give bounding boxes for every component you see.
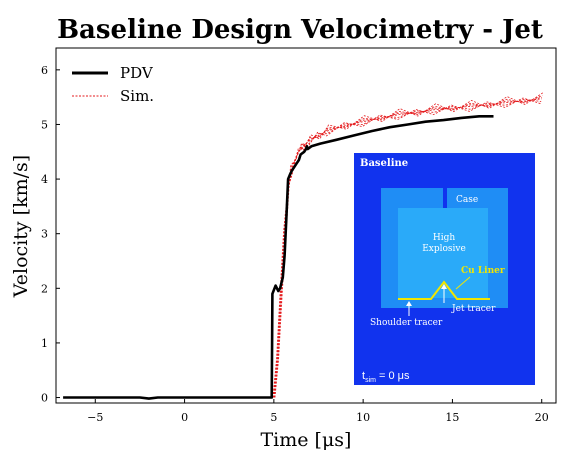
y-tick-label: 6 (41, 64, 48, 77)
inset-arrowhead-shoulder (406, 301, 412, 306)
inset-label-liner: Cu Liner (461, 266, 505, 276)
inset-baseline: Baseline Case High Explosive Cu Liner Je… (354, 153, 535, 385)
inset-label-shoulder: Shoulder tracer (370, 318, 443, 328)
y-tick-label: 0 (41, 392, 48, 405)
legend-label-sim: Sim. (120, 87, 154, 105)
series-sim-line (274, 95, 543, 398)
y-tick-label: 3 (41, 228, 48, 241)
inset-arrowhead-jet (441, 284, 447, 289)
inset-label-explosive: Explosive (422, 244, 466, 254)
y-tick-label: 2 (41, 282, 48, 295)
y-tick-label: 1 (41, 337, 48, 350)
y-tick-label: 5 (41, 118, 48, 131)
x-tick-label: −5 (87, 411, 103, 424)
x-tick-label: 20 (535, 411, 549, 424)
y-axis-label: Velocity [km/s] (10, 155, 32, 298)
inset-time-label: tsim = 0 μs (362, 370, 410, 384)
inset-cu-liner (398, 280, 490, 300)
series-layer (63, 92, 544, 400)
x-tick-label: 5 (270, 411, 277, 424)
x-axis-label: Time [μs] (261, 429, 352, 451)
x-tick-label: 0 (181, 411, 188, 424)
inset-arrow-liner (455, 276, 471, 290)
series-pdv-line (63, 115, 494, 400)
series-sim-line (272, 97, 541, 398)
series-sim-line (272, 98, 542, 398)
legend-label-pdv: PDV (120, 64, 154, 82)
y-tick-label: 4 (41, 173, 48, 186)
inset-time-value: = 0 μs (376, 370, 410, 382)
inset-label-jet: Jet tracer (451, 304, 496, 314)
inset-case-notch (443, 188, 447, 208)
inset-time-symbol: t (362, 370, 365, 382)
legend: PDV Sim. (72, 64, 154, 105)
inset-time-subscript: sim (365, 377, 376, 384)
chart-title: Baseline Design Velocimetry - Jet (57, 15, 543, 45)
inset-label-case: Case (456, 195, 478, 205)
inset-title: Baseline (360, 158, 408, 169)
tick-layer: −5 0 5 10 15 20 0 1 2 3 4 5 6 (41, 64, 549, 424)
x-tick-label: 10 (356, 411, 370, 424)
inset-label-high: High (433, 233, 455, 243)
plot-frame (55, 47, 557, 404)
x-tick-label: 15 (445, 411, 459, 424)
inset-explosive-cut (398, 299, 488, 308)
